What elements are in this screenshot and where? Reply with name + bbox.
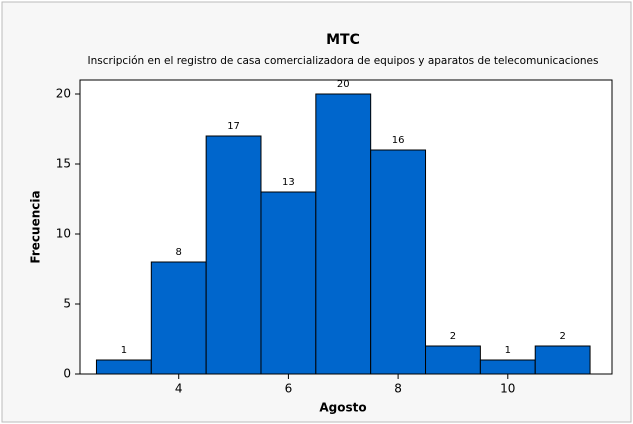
chart-title: MTC	[326, 32, 360, 48]
bar	[95, 359, 152, 375]
y-tick-label: 15	[56, 157, 71, 171]
x-tick-label: 6	[285, 382, 293, 396]
x-tick-label: 10	[500, 382, 515, 396]
data-label: 13	[282, 177, 295, 188]
x-tick-label: 4	[175, 382, 183, 396]
bar	[370, 149, 427, 375]
data-label: 20	[337, 79, 350, 90]
data-label: 1	[505, 345, 511, 356]
chart-subtitle: Inscripción en el registro de casa comer…	[88, 55, 599, 67]
bar	[479, 359, 536, 375]
bar	[150, 261, 207, 375]
y-tick-label: 20	[56, 87, 71, 101]
data-label: 2	[559, 331, 565, 342]
y-tick-label: 5	[63, 297, 71, 311]
y-tick-label: 10	[56, 227, 71, 241]
bar	[315, 93, 372, 375]
x-tick-label: 8	[394, 382, 402, 396]
data-label: 17	[227, 121, 240, 132]
y-tick-label: 0	[63, 367, 71, 381]
bar	[205, 135, 262, 375]
data-label: 8	[176, 247, 182, 258]
data-label: 2	[450, 331, 456, 342]
x-axis-label: Agosto	[319, 401, 366, 415]
y-axis-label: Frecuencia	[29, 190, 43, 263]
bar	[425, 345, 481, 375]
data-label: 1	[121, 345, 127, 356]
bar	[534, 345, 591, 375]
bar	[260, 191, 317, 375]
data-label: 16	[392, 135, 405, 146]
